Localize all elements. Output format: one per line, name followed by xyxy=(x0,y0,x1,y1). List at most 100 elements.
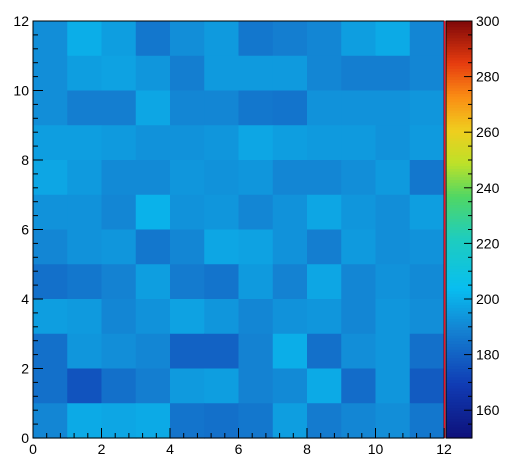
color-bar-segment xyxy=(446,160,472,164)
x-tick-label: 6 xyxy=(235,441,243,456)
heatmap-cell xyxy=(375,125,411,161)
heatmap-cell xyxy=(272,125,308,161)
color-bar-segment xyxy=(446,235,472,239)
color-bar-segment xyxy=(446,154,472,158)
color-bar-segment xyxy=(446,329,472,333)
heatmap-cell xyxy=(341,55,377,92)
y-tick-label: 0 xyxy=(21,430,29,446)
y-tick-label: 8 xyxy=(21,152,29,168)
color-bar-tick-label: 280 xyxy=(476,69,500,85)
color-bar-segment xyxy=(446,271,472,275)
heatmap-cell xyxy=(101,160,137,196)
color-bar-segment xyxy=(446,115,472,119)
heatmap-cell xyxy=(170,125,205,161)
heatmap-cell xyxy=(135,333,171,370)
heatmap-cell xyxy=(375,333,411,370)
color-bar-segment xyxy=(446,268,472,272)
heatmap-cell xyxy=(67,160,103,196)
heatmap-cell xyxy=(341,21,377,57)
color-bar-segment xyxy=(446,221,472,225)
color-bar-segment xyxy=(446,229,472,233)
heatmap-cell xyxy=(409,333,445,370)
x-axis: 0 2 4 6 8 10 12 xyxy=(29,428,452,456)
heatmap-cell xyxy=(33,55,68,92)
color-bar-segment xyxy=(446,121,472,125)
color-bar-segment xyxy=(446,182,472,186)
color-bar-segment xyxy=(446,412,472,417)
color-bar-segment xyxy=(446,387,472,392)
heatmap-cell xyxy=(238,333,274,370)
color-bar-segment xyxy=(446,207,472,211)
color-bar-segment xyxy=(446,232,472,236)
color-bar-segment xyxy=(446,176,472,181)
heatmap-cell xyxy=(170,264,205,300)
color-bar-segment xyxy=(446,265,472,270)
color-bar-segment xyxy=(446,343,472,347)
color-bar-segment xyxy=(446,429,472,434)
y-tick-label: 2 xyxy=(21,361,29,377)
color-bar-segment xyxy=(446,279,472,283)
heatmap-cell xyxy=(101,368,137,404)
heatmap-cell xyxy=(375,90,411,126)
color-bar-segment xyxy=(446,237,472,242)
heatmap-cell xyxy=(375,264,411,300)
heatmap-cell xyxy=(101,21,137,57)
color-bar-segment xyxy=(446,54,472,58)
color-bar-segment xyxy=(446,218,472,222)
color-bar-segment xyxy=(446,273,472,278)
heatmap-cell xyxy=(341,90,377,126)
x-tick-label: 4 xyxy=(166,441,174,456)
color-bar-segment xyxy=(446,212,472,217)
heatmap-cell xyxy=(409,194,445,231)
heatmap-cell xyxy=(409,264,445,300)
heatmap-cell xyxy=(67,125,103,161)
color-bar-segment xyxy=(446,62,472,67)
color-bar-segment xyxy=(446,118,472,122)
heatmap-cell xyxy=(238,194,274,231)
heatmap-cell xyxy=(272,194,308,231)
heatmap-cell xyxy=(272,21,308,57)
color-bar-segment xyxy=(446,157,472,161)
color-bar-segment xyxy=(446,435,472,439)
heatmap-cell xyxy=(375,55,411,92)
color-bar-segment xyxy=(446,287,472,292)
color-bar-segment xyxy=(446,248,472,253)
heatmap-cell xyxy=(238,368,274,404)
color-bar-segment xyxy=(446,407,472,411)
heatmap-cell xyxy=(67,299,103,335)
heatmap-cell xyxy=(67,90,103,126)
color-bar-segment xyxy=(446,240,472,244)
color-bar-segment xyxy=(446,43,472,47)
color-bar-segment xyxy=(446,360,472,364)
color-bar-segment xyxy=(446,365,472,370)
heatmap-cell xyxy=(101,229,137,265)
heatmap-cell xyxy=(307,229,342,265)
color-bar-segment xyxy=(446,146,472,150)
color-bar-segment xyxy=(446,98,472,103)
color-bar-segment xyxy=(446,396,472,400)
y-tick-label: 10 xyxy=(13,83,29,99)
color-bar-segment xyxy=(446,215,472,219)
color-bar-segment xyxy=(446,257,472,261)
color-bar-segment xyxy=(446,76,472,80)
heatmap-cell xyxy=(409,403,445,439)
color-bar-segment xyxy=(446,126,472,131)
color-bar-segment xyxy=(446,34,472,39)
color-bar-segment xyxy=(446,368,472,372)
color-bar-segment xyxy=(446,410,472,414)
color-bar-segment xyxy=(446,171,472,175)
color-bar-tick-label: 260 xyxy=(476,124,500,140)
heatmap-cell xyxy=(272,160,308,196)
color-bar-segment xyxy=(446,29,472,33)
color-bar-segment xyxy=(446,424,472,428)
heatmap-cell xyxy=(307,55,342,92)
color-bar-segment xyxy=(446,90,472,94)
heatmap-cell xyxy=(409,21,445,57)
heatmap-cell xyxy=(204,403,240,439)
x-tick-label: 10 xyxy=(368,441,384,456)
color-bar-segment xyxy=(446,310,472,314)
y-tick-label: 6 xyxy=(21,222,29,238)
heatmap-cell xyxy=(204,264,240,300)
heatmap-cell xyxy=(238,90,274,126)
